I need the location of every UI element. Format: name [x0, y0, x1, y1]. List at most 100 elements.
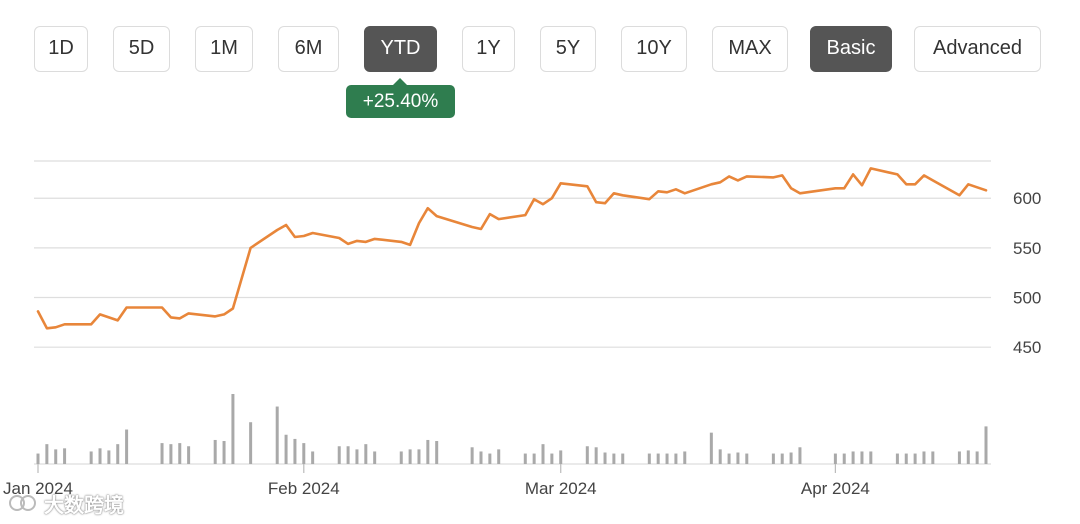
- volume-bar: [45, 444, 49, 464]
- volume-bar: [603, 452, 607, 464]
- range-selector: 1D 5D 1M 6M YTD 1Y 5Y 10Y MAX Basic Adva…: [0, 26, 1080, 76]
- volume-bar: [647, 453, 651, 464]
- volume-bar: [674, 453, 678, 464]
- volume-bar: [975, 451, 979, 464]
- volume-bar: [373, 451, 377, 464]
- volume-bar: [780, 453, 784, 464]
- volume-bar: [337, 446, 341, 464]
- volume-bar: [789, 452, 793, 464]
- range-6m-button[interactable]: 6M: [278, 26, 339, 72]
- volume-bar: [984, 426, 988, 464]
- volume-bar: [435, 441, 439, 464]
- volume-bar: [417, 449, 421, 464]
- volume-bar: [727, 453, 731, 464]
- x-tick-label: Feb 2024: [268, 479, 340, 498]
- y-tick-label: 500: [1013, 289, 1041, 308]
- y-tick-label: 450: [1013, 338, 1041, 357]
- volume-bar: [311, 451, 315, 464]
- volume-bar: [346, 446, 350, 464]
- range-5d-button[interactable]: 5D: [113, 26, 170, 72]
- volume-bar: [550, 453, 554, 464]
- volume-bar: [532, 453, 536, 464]
- volume-bar: [913, 453, 917, 464]
- price-line: [36, 167, 988, 330]
- volume-bar: [736, 452, 740, 464]
- range-max-button[interactable]: MAX: [712, 26, 788, 72]
- volume-bar: [89, 451, 93, 464]
- volume-bar: [497, 449, 501, 464]
- watermark-logo-icon: [9, 495, 36, 511]
- volume-bar: [213, 439, 217, 464]
- volume-bar: [860, 451, 864, 464]
- range-1d-button[interactable]: 1D: [34, 26, 88, 72]
- watermark-text: 大数跨境: [44, 494, 124, 517]
- volume-bar: [54, 449, 58, 464]
- volume-bar: [771, 453, 775, 464]
- volume-bar: [541, 444, 545, 464]
- volume-bar: [249, 422, 253, 464]
- volume-bar: [355, 449, 359, 464]
- volume-bar: [426, 439, 430, 464]
- volume-bar: [399, 451, 403, 464]
- range-10y-button[interactable]: 10Y: [621, 26, 687, 72]
- volume-bar: [895, 453, 899, 464]
- volume-bar: [904, 453, 908, 464]
- volume-bar: [833, 453, 837, 464]
- volume-bar: [745, 453, 749, 464]
- volume-bar: [931, 451, 935, 464]
- volume-bar: [107, 450, 111, 464]
- volume-bar: [479, 451, 483, 464]
- volume-bar: [63, 448, 67, 464]
- volume-bar: [523, 453, 527, 464]
- mode-basic-button[interactable]: Basic: [810, 26, 892, 72]
- volume-bar: [160, 443, 164, 464]
- volume-bar: [559, 450, 563, 464]
- volume-bar: [709, 432, 713, 464]
- range-ytd-button[interactable]: YTD: [364, 26, 437, 72]
- range-1y-button[interactable]: 1Y: [462, 26, 515, 72]
- watermark: 大数跨境: [8, 489, 124, 517]
- volume-bar: [293, 438, 297, 464]
- volume-bar: [125, 429, 129, 464]
- x-tick-label: Apr 2024: [801, 479, 870, 498]
- volume-bar: [665, 453, 669, 464]
- y-tick-label: 600: [1013, 189, 1041, 208]
- volume-bar: [284, 434, 288, 464]
- volume-bar: [187, 446, 191, 464]
- volume-bar: [169, 444, 173, 464]
- volume-bar: [116, 444, 120, 464]
- y-tick-label: 550: [1013, 239, 1041, 258]
- volume-bar: [302, 443, 306, 464]
- volume-bar: [275, 406, 279, 464]
- volume-bar: [621, 453, 625, 464]
- volume-bar: [869, 451, 873, 464]
- volume-bar: [718, 449, 722, 464]
- mode-advanced-button[interactable]: Advanced: [914, 26, 1041, 72]
- volume-bar: [922, 451, 926, 464]
- range-1m-button[interactable]: 1M: [195, 26, 253, 72]
- volume-bar: [656, 453, 660, 464]
- volume-bar: [851, 451, 855, 464]
- volume-bar: [231, 394, 235, 464]
- volume-bar: [470, 447, 474, 464]
- range-5y-button[interactable]: 5Y: [540, 26, 596, 72]
- volume-bar: [683, 451, 687, 464]
- volume-bar: [98, 448, 102, 464]
- volume-bar: [842, 453, 846, 464]
- volume-bar: [178, 443, 182, 464]
- x-tick-label: Jan 2024: [3, 479, 73, 498]
- volume-bar: [612, 453, 616, 464]
- volume-bar: [364, 444, 368, 464]
- volume-bar: [488, 453, 492, 464]
- volume-bar: [408, 449, 412, 464]
- volume-bar: [594, 447, 598, 464]
- volume-bar: [222, 441, 226, 464]
- volume-bar: [957, 451, 961, 464]
- volume-bar: [798, 447, 802, 464]
- volume-bar: [966, 450, 970, 464]
- volume-bar: [36, 453, 40, 464]
- x-tick-label: Mar 2024: [525, 479, 597, 498]
- volume-bar: [585, 446, 589, 464]
- ytd-change-badge: +25.40%: [346, 78, 455, 118]
